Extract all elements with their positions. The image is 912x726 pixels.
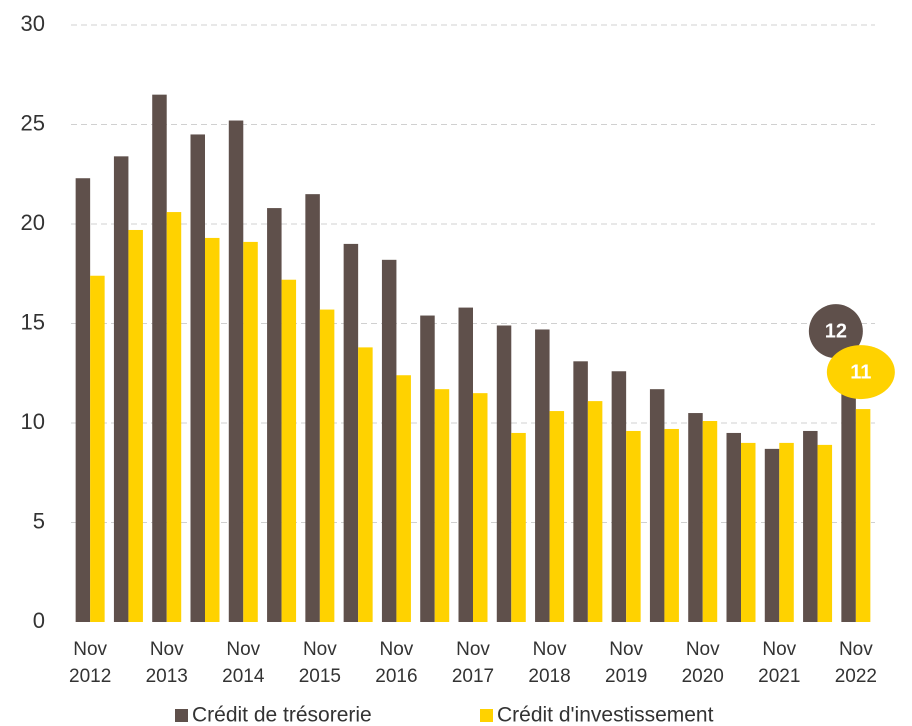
x-tick-line: Nov (226, 639, 260, 660)
x-tick-line: 2013 (146, 666, 188, 687)
bar (166, 212, 182, 622)
bar (319, 309, 335, 622)
x-tick-line: Nov (303, 639, 337, 660)
x-tick-label: Nov 2018 (528, 639, 570, 687)
x-tick-label: Nov 2017 (452, 639, 494, 687)
bar (243, 241, 258, 622)
legend-swatch (480, 709, 493, 722)
x-tick-line: Nov (839, 639, 873, 660)
x-tick-line: 2015 (299, 666, 341, 687)
bar (549, 411, 565, 622)
data-label: 12 (825, 320, 847, 342)
bar (267, 208, 282, 622)
bar (664, 428, 679, 622)
x-tick-line: 2014 (222, 666, 265, 687)
y-tick-label: 10 (21, 409, 45, 434)
x-tick-label: Nov 2019 (605, 639, 647, 687)
bar (841, 393, 856, 622)
x-tick-line: Nov (762, 639, 796, 660)
bar (611, 371, 627, 622)
x-tick-line: Nov (456, 639, 490, 660)
y-tick-label: 20 (21, 210, 45, 235)
y-tick-label: 5 (33, 508, 45, 533)
legend-label: Crédit de trésorerie (192, 704, 372, 726)
bar (396, 375, 411, 622)
bar (511, 432, 526, 622)
bar (152, 94, 167, 622)
bar (649, 389, 665, 622)
bar (128, 229, 143, 622)
bar (458, 307, 473, 622)
x-tick-line: Nov (686, 639, 720, 660)
x-tick-line: 2017 (452, 666, 494, 687)
bar (473, 393, 488, 622)
bar (420, 315, 435, 622)
label-bubble (808, 304, 863, 359)
bar (817, 444, 833, 622)
bar (434, 389, 450, 622)
x-tick-line: Nov (73, 639, 107, 660)
x-tick-line: 2021 (758, 666, 800, 687)
bar (764, 448, 780, 622)
y-tick-label: 25 (21, 110, 45, 135)
x-tick-label: Nov 2014 (222, 639, 265, 687)
bar (205, 237, 220, 622)
x-tick-line: 2018 (528, 666, 570, 687)
bar (741, 442, 756, 622)
bar (535, 329, 550, 622)
bar (688, 413, 703, 622)
bar (496, 325, 512, 622)
label-bubble (826, 345, 895, 400)
x-tick-label: Nov 2021 (758, 639, 800, 687)
x-tick-line: Nov (150, 639, 184, 660)
x-tick-label: Nov 2012 (69, 639, 111, 687)
x-tick-line: 2022 (835, 666, 877, 687)
x-tick-line: 2020 (682, 666, 724, 687)
y-tick-label: 0 (33, 608, 45, 633)
x-tick-label: Nov 2015 (299, 639, 341, 687)
bar (113, 156, 129, 622)
bar (228, 120, 244, 623)
bar (573, 361, 588, 622)
y-tick-label: 15 (21, 309, 45, 334)
bar (75, 178, 91, 623)
bar (779, 442, 794, 622)
bar (803, 430, 818, 622)
x-tick-label: Nov 2013 (146, 639, 188, 687)
bar (726, 432, 741, 622)
x-tick-line: Nov (609, 639, 643, 660)
x-tick-label: Nov 2020 (682, 639, 724, 687)
legend-label: Crédit d'investissement (497, 704, 714, 726)
x-tick-line: 2012 (69, 666, 111, 687)
bar (190, 134, 205, 622)
y-tick-label: 30 (21, 11, 45, 36)
x-tick-label: Nov 2022 (835, 639, 877, 687)
bar (305, 194, 320, 622)
bar (281, 279, 297, 622)
bar (90, 275, 105, 622)
x-tick-line: 2019 (605, 666, 647, 687)
bar (343, 243, 359, 622)
x-tick-line: Nov (533, 639, 567, 660)
bar (587, 401, 603, 622)
bar (626, 430, 641, 622)
bar (702, 421, 718, 622)
legend-swatch (175, 709, 188, 722)
bar (381, 259, 397, 622)
x-tick-line: Nov (380, 639, 414, 660)
bar (358, 347, 373, 622)
data-label: 11 (850, 361, 871, 383)
x-tick-label: Nov 2016 (375, 639, 417, 687)
x-tick-line: 2016 (375, 666, 417, 687)
bar (855, 409, 871, 622)
